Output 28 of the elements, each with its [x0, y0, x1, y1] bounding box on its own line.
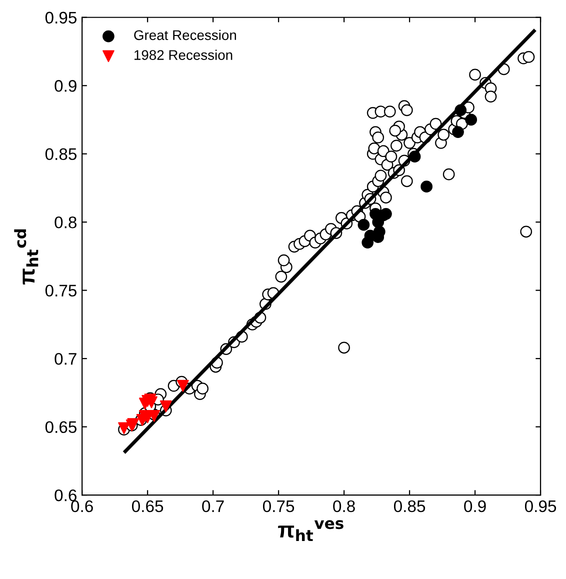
y-tick-label: 0.7	[54, 352, 76, 365]
point	[408, 150, 421, 163]
point	[452, 126, 464, 138]
point	[176, 380, 189, 392]
x-tick-label: 0.9	[464, 500, 486, 512]
x-tick-label: 0.6	[71, 500, 93, 512]
x-tick-label: 0.75	[262, 500, 294, 512]
y-tick-label: 0.9	[54, 80, 76, 92]
x-tick-label: 0.95	[524, 500, 556, 512]
point	[420, 180, 433, 193]
x-axis-title: π$_{ht}$$^{ves}$	[278, 520, 344, 542]
point	[465, 114, 478, 126]
y-tick-label: 0.85	[45, 148, 77, 160]
x-tick-label: 0.8	[333, 500, 355, 512]
y-tick-label: 0.75	[45, 284, 77, 297]
y-tick-label: 0.6	[54, 489, 76, 502]
x-tick-label: 0.7	[202, 500, 224, 512]
x-tick-label: 0.85	[394, 500, 426, 512]
y-tick-label: 0.8	[54, 216, 76, 228]
point	[358, 218, 370, 231]
y-tick-label: 0.65	[45, 421, 77, 434]
x-tick-label: 0.65	[132, 500, 164, 512]
y-axis-title: π$_{ht}$$^{cd}$	[14, 229, 38, 285]
legend-label: 1982 Recession	[134, 50, 232, 60]
y-tick-label: 0.95	[45, 12, 77, 24]
point	[454, 104, 467, 116]
point	[160, 400, 172, 412]
legend-label: Great Recession	[134, 30, 236, 40]
